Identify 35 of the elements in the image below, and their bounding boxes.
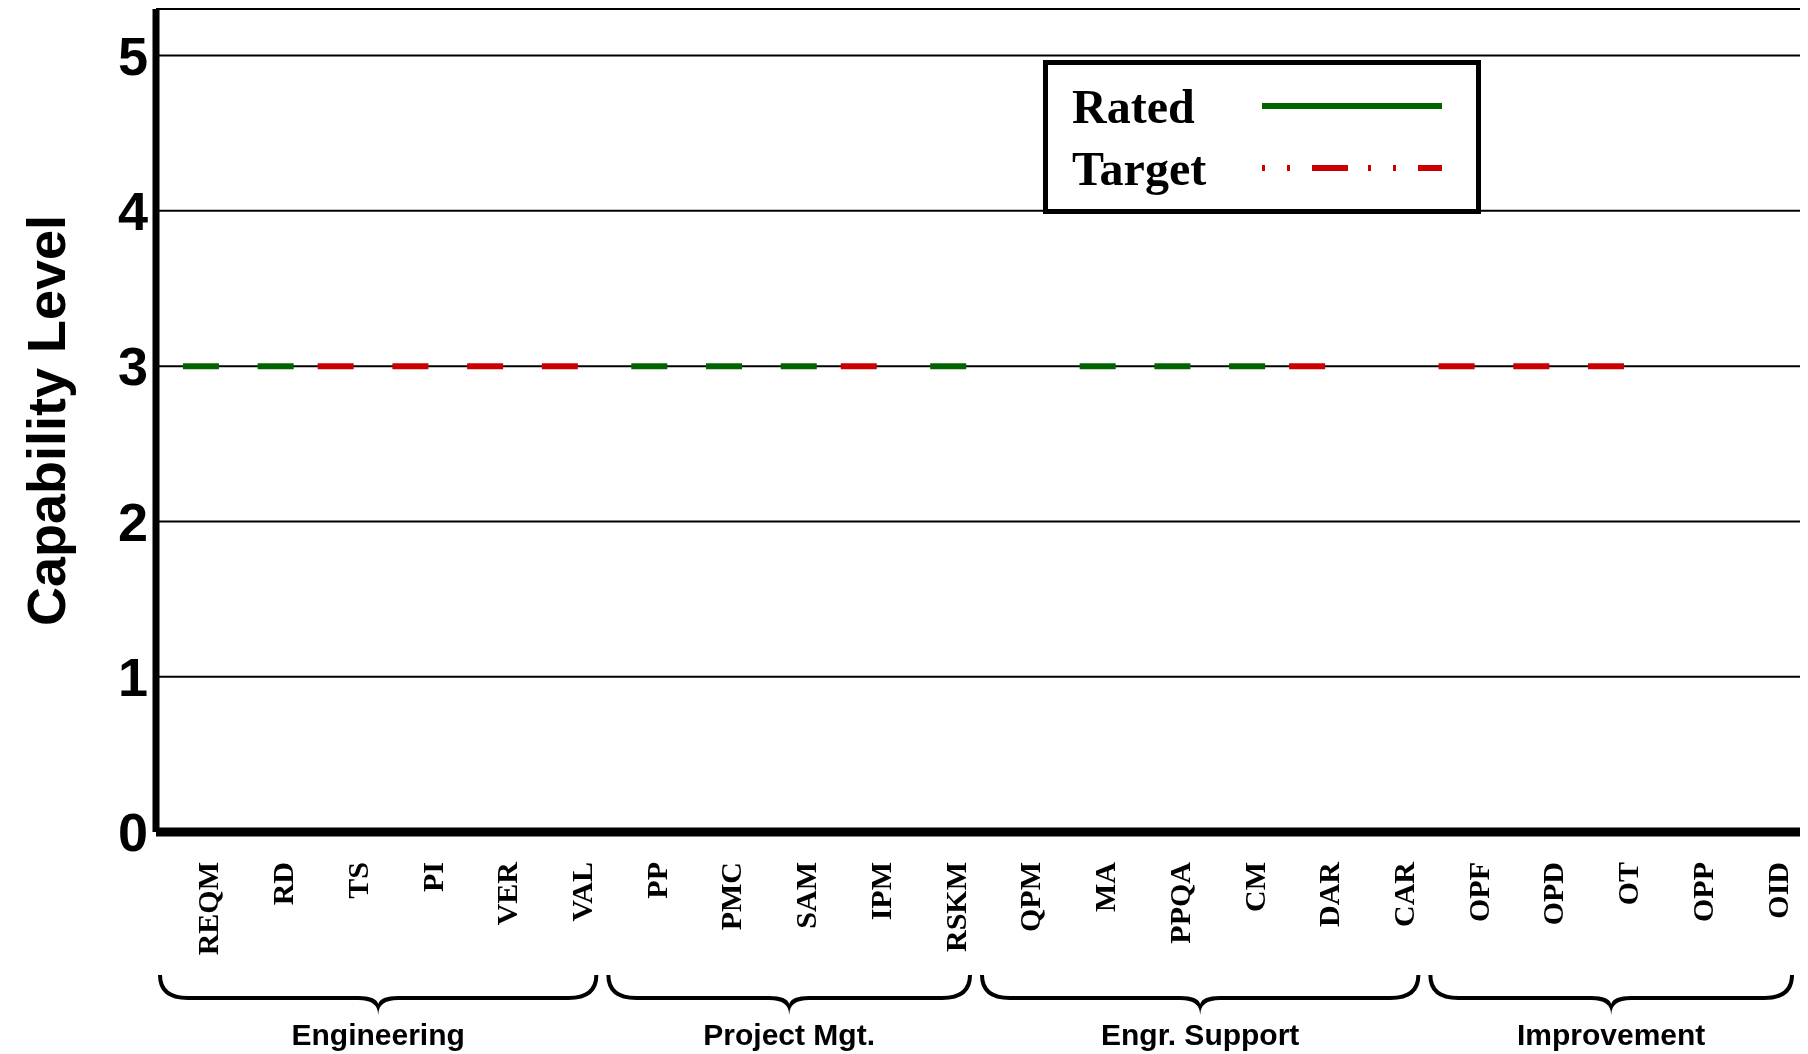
x-tick-label: VAL <box>564 862 598 922</box>
x-tick-label: REQM <box>190 862 224 956</box>
x-tick-label: IPM <box>863 862 897 921</box>
x-tick-label: CM <box>1237 862 1271 912</box>
x-tick-label: PP <box>639 862 673 899</box>
y-tick-label: 0 <box>117 802 148 863</box>
x-tick-label: TS <box>340 862 374 899</box>
text: Improvement <box>1516 1018 1706 1051</box>
y-tick-label: 1 <box>117 646 148 707</box>
x-tick-label: SAM <box>788 862 822 929</box>
legend-label: Target <box>1072 140 1208 196</box>
x-tick-label: OPF <box>1461 862 1495 922</box>
y-tick-label: 4 <box>117 181 148 242</box>
y-tick-label: 2 <box>117 491 148 552</box>
y-tick-label: 3 <box>117 336 148 397</box>
x-tick-label: DAR <box>1311 861 1345 927</box>
x-tick-label: QPM <box>1012 862 1046 932</box>
y-tick-label: 5 <box>117 25 148 86</box>
legend-label: Rated <box>1072 78 1196 134</box>
x-tick-label: PPQA <box>1162 861 1196 944</box>
x-tick-label: OPP <box>1685 862 1719 922</box>
x-tick-label: MA <box>1087 861 1121 912</box>
x-tick-label: VER <box>489 861 523 926</box>
x-tick-label: PI <box>415 862 449 892</box>
text: Engineering <box>291 1018 465 1051</box>
x-tick-label: OT <box>1610 862 1644 906</box>
x-tick-label: RSKM <box>938 862 972 952</box>
x-tick-label: OID <box>1760 862 1794 919</box>
text: Engr. Support <box>1101 1018 1300 1051</box>
y-axis-title: Capability Level <box>16 214 76 627</box>
x-tick-label: CAR <box>1386 861 1420 927</box>
x-tick-label: PMC <box>713 862 747 931</box>
x-tick-label: RD <box>265 862 299 906</box>
x-tick-label: OPD <box>1535 862 1569 926</box>
text: Project Mgt. <box>703 1018 876 1051</box>
